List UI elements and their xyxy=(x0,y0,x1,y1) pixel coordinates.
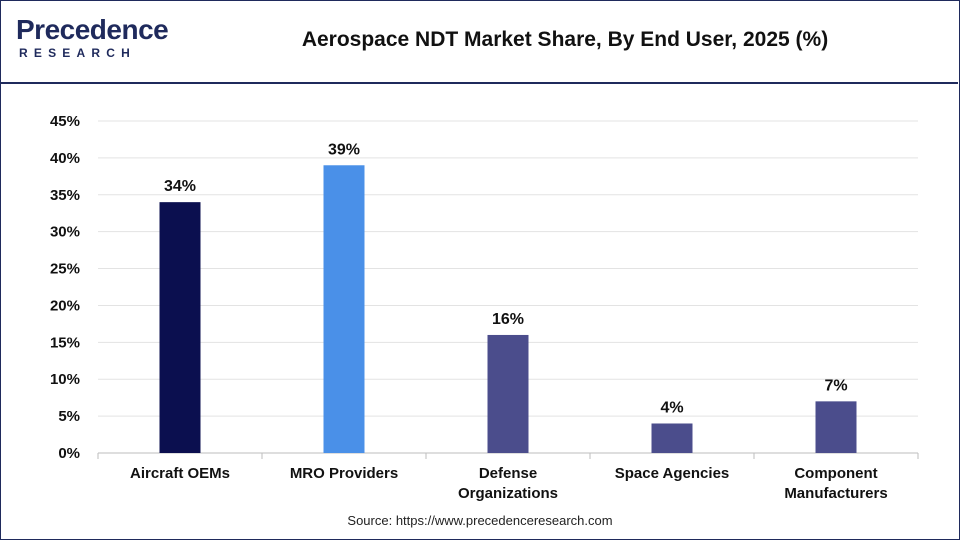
bar xyxy=(815,401,857,453)
y-tick-label: 30% xyxy=(50,224,80,241)
bar-chart: 0% 5% 10% 15% 20% 25% 30% 35% 40% 45% 34% Aircraft … xyxy=(50,113,919,502)
data-label: 7% xyxy=(824,377,847,394)
y-tick-label: 15% xyxy=(50,334,80,351)
data-label: 16% xyxy=(492,311,524,328)
x-tick-label: Manufacturers xyxy=(784,485,887,502)
data-label: 4% xyxy=(660,399,683,416)
y-tick-label: 35% xyxy=(50,187,80,204)
precedence-research-logo: Precedence RESEARCH xyxy=(16,14,169,64)
data-label: 39% xyxy=(328,141,360,158)
y-tick-label: 10% xyxy=(50,371,80,388)
source-note: Source: https://www.precedenceresearch.c… xyxy=(347,513,613,528)
logo-wordmark: Precedence xyxy=(16,14,169,45)
bar xyxy=(651,423,693,453)
y-tick-label: 0% xyxy=(58,445,80,462)
x-tick-label: Defense xyxy=(479,465,537,482)
x-tick-label: MRO Providers xyxy=(290,465,398,482)
x-tick-label: Organizations xyxy=(458,485,558,502)
header: Precedence RESEARCH Aerospace NDT Market… xyxy=(0,0,958,84)
y-tick-label: 45% xyxy=(50,113,80,130)
bar xyxy=(159,202,201,453)
bar xyxy=(323,165,365,453)
bar xyxy=(487,334,529,453)
x-tick-label: Aircraft OEMs xyxy=(130,465,230,482)
logo-subtitle: RESEARCH xyxy=(19,46,136,60)
chart-title: Aerospace NDT Market Share, By End User,… xyxy=(301,28,829,51)
y-tick-label: 25% xyxy=(50,261,80,278)
y-tick-label: 20% xyxy=(50,297,80,314)
x-tick-label: Space Agencies xyxy=(615,465,730,482)
x-tick-label: Component xyxy=(794,465,877,482)
data-label: 34% xyxy=(164,178,196,195)
y-tick-label: 5% xyxy=(58,408,80,425)
y-tick-label: 40% xyxy=(50,150,80,167)
